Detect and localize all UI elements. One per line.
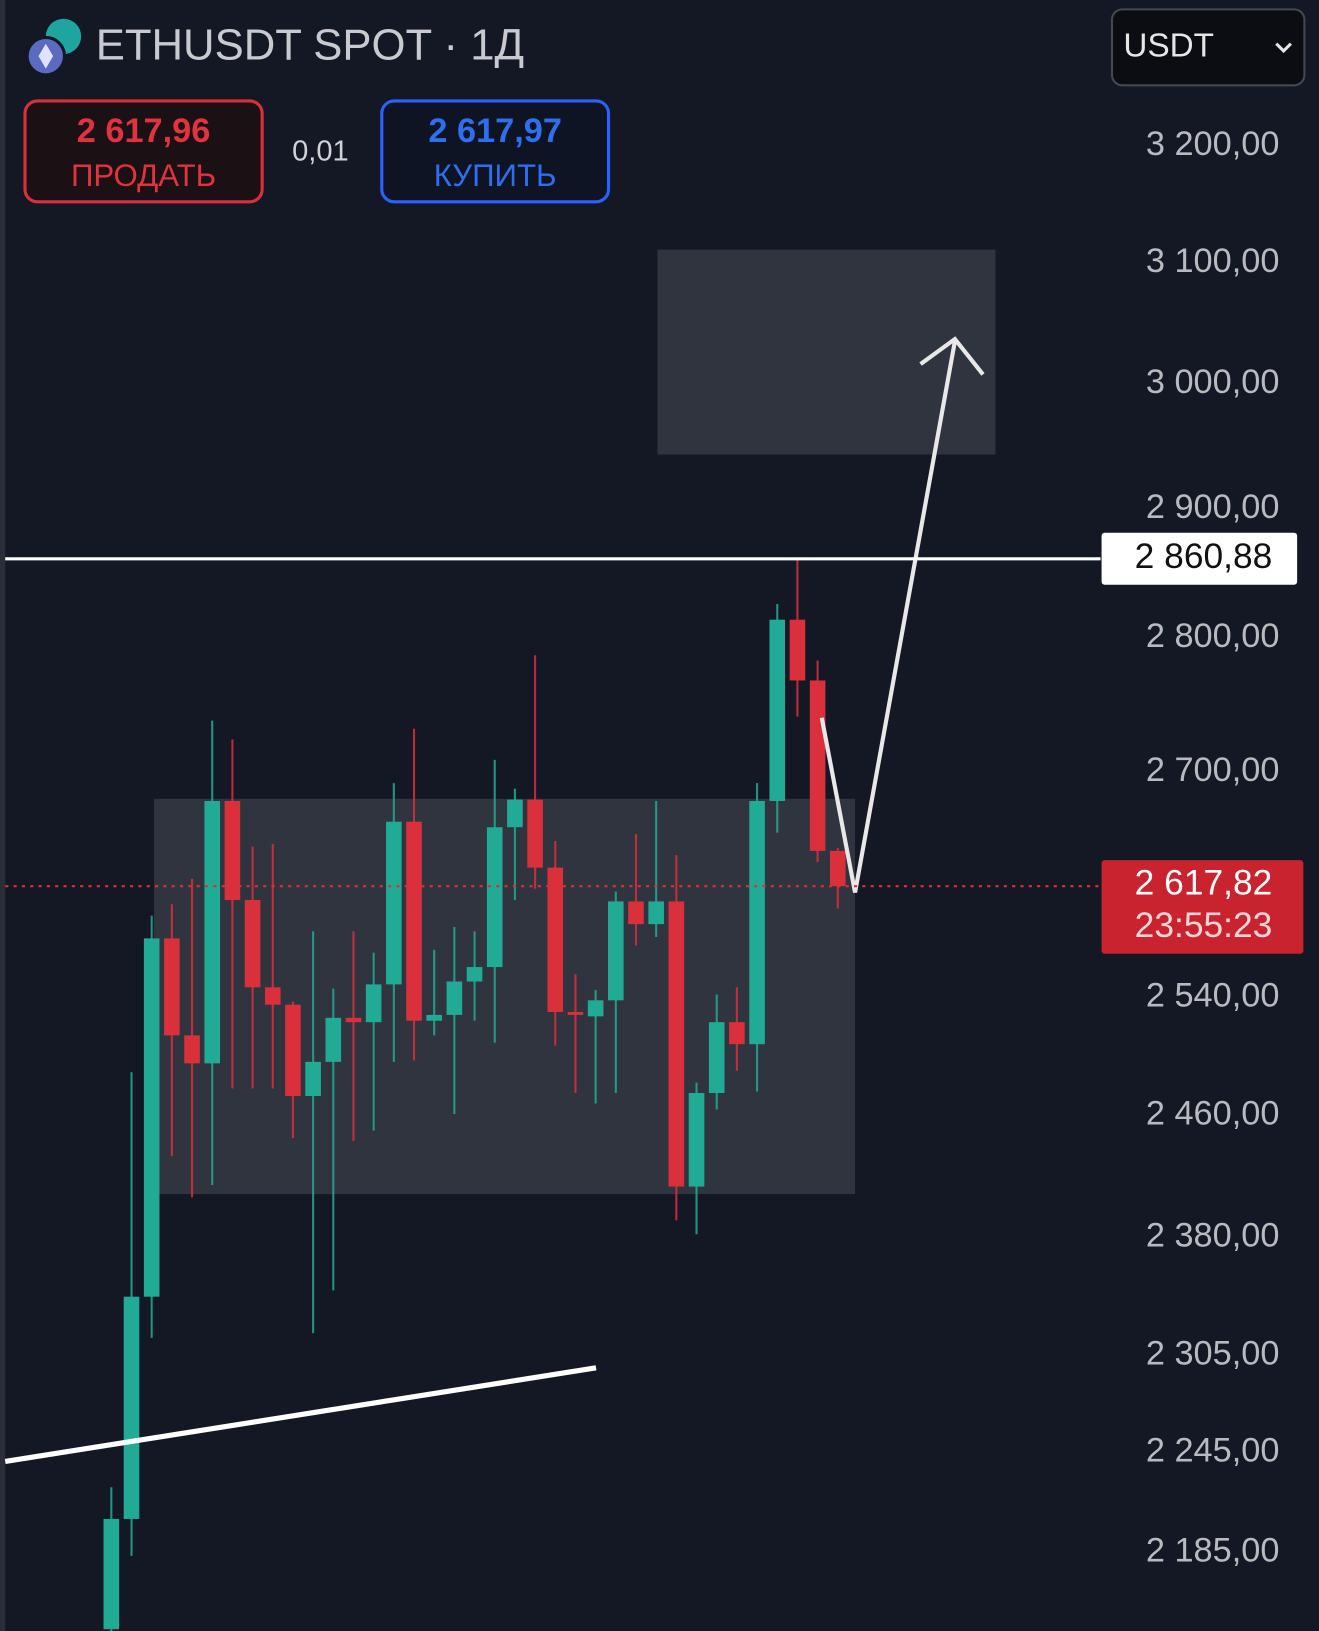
y-tick-label: 2 700,00 [1146,751,1280,789]
candle-body [829,850,846,887]
last-price-tag [1101,860,1304,954]
buy-price[interactable]: 2 617,97 [428,112,562,150]
candle-body [164,938,180,1036]
y-tick-label: 2 900,00 [1146,488,1280,526]
eth-icon [25,18,82,77]
candle-body [789,619,806,681]
candle-body [123,1296,140,1519]
y-tick-label: 2 460,00 [1146,1094,1280,1132]
sell-button[interactable]: 2 617,96 ПРОДАТЬ [23,99,264,204]
candle-body [204,800,221,1064]
y-tick-label: 2 380,00 [1146,1216,1280,1254]
dropdown-value[interactable]: USDT [1123,28,1214,65]
price-line-label: 2 860,88 [1135,537,1273,576]
candle-body [264,987,281,1005]
sell-label[interactable]: ПРОДАТЬ [71,158,216,193]
candle-body [285,1004,301,1097]
candle-body [406,821,422,1021]
candle-body [184,1035,200,1064]
candle-body [708,1022,725,1094]
candle-body [507,799,523,828]
y-tick-label: 2 800,00 [1146,617,1280,655]
candle-body [729,1022,745,1045]
candle-body [749,800,765,1045]
candle-body [628,901,644,925]
candle-body [527,799,543,868]
candle-body [386,821,402,985]
y-tick-label: 3 000,00 [1146,363,1280,401]
candle-body [567,1011,584,1015]
countdown: 23:55:23 [1135,906,1273,945]
y-tick-label: 3 200,00 [1146,125,1280,163]
forecast-arrow [819,340,957,893]
candle-body [426,1014,442,1021]
y-tick-label: 2 305,00 [1146,1334,1280,1372]
buy-box[interactable] [380,99,611,204]
candle-body [305,1061,321,1097]
candle-body [648,901,664,925]
currency-dropdown[interactable]: USDT [1110,8,1306,87]
candle-body [345,1017,362,1023]
arrow-head [919,336,985,376]
chevron[interactable] [1275,42,1292,54]
target-zone [657,249,996,455]
candle-body [446,981,463,1015]
price-line-tag [1101,532,1298,585]
buy-label[interactable]: КУПИТЬ [434,158,557,193]
sell-price[interactable]: 2 617,96 [77,112,211,150]
last-price-label: 2 617,82 [1135,863,1273,902]
y-tick-label: 2 540,00 [1146,976,1280,1014]
candles [103,558,846,1631]
y-tick-label: 3 100,00 [1146,242,1280,280]
candle-body [809,680,826,851]
candle-body [466,967,483,982]
candle-body [486,827,503,968]
candle-body [668,901,685,1187]
left-edge [0,0,6,1631]
candle-body [587,1000,604,1017]
y-tick-label: 2 245,00 [1146,1432,1280,1470]
candle-body [143,938,160,1297]
chart-title: ETHUSDT SPOT · 1Д [96,20,524,69]
candle-body [325,1017,342,1062]
trend-line [4,1365,597,1465]
candle-body [365,984,382,1023]
buy-button[interactable]: 2 617,97 КУПИТЬ [380,99,611,204]
candle-body [769,619,786,801]
candle-body [608,901,624,1001]
y-tick-label: 2 185,00 [1146,1532,1280,1570]
sell-box[interactable] [23,99,264,204]
candle-body [103,1518,120,1630]
candle-body [547,867,564,1012]
candle-body [244,900,261,988]
spread: 0,01 [292,136,349,168]
candle-body [224,800,241,901]
dropdown-box[interactable] [1110,8,1306,87]
candle-body [688,1093,705,1187]
